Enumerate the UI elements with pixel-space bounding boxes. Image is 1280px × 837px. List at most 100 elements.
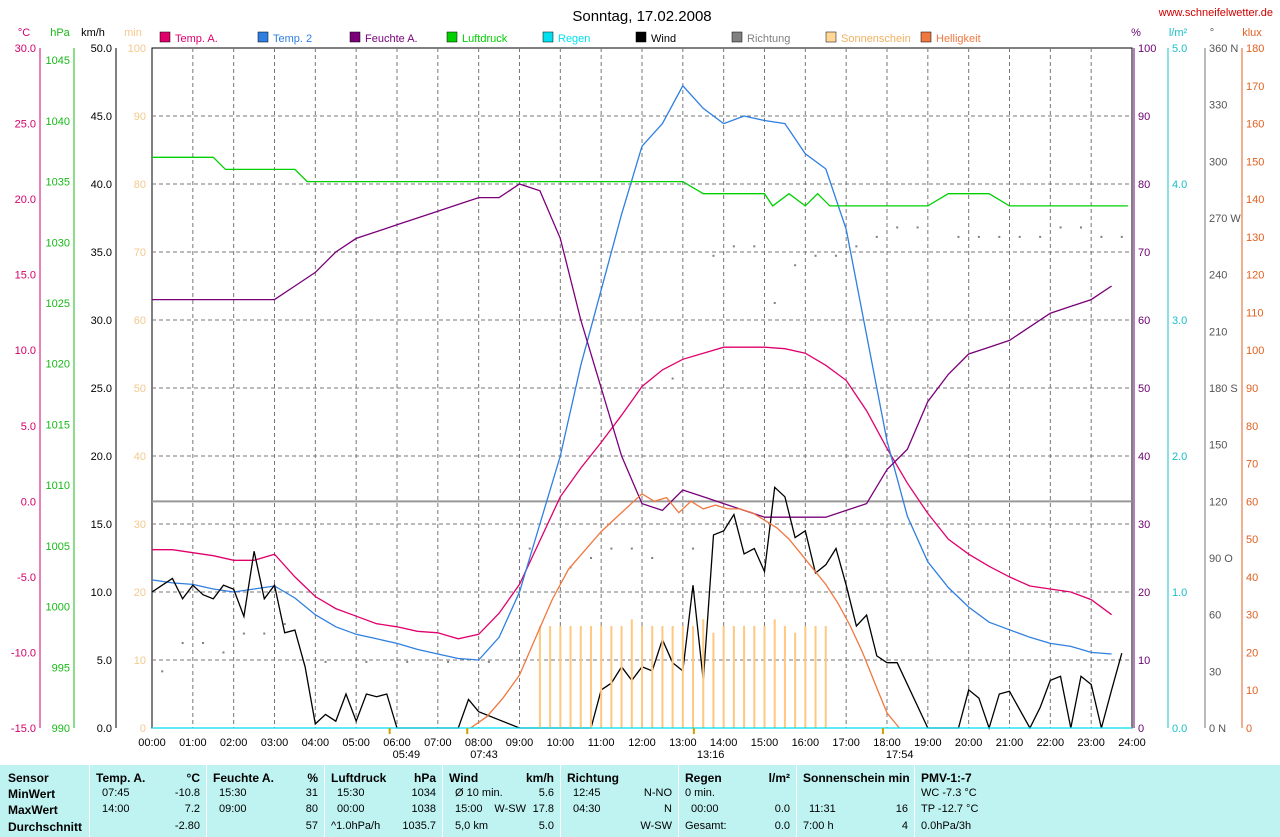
time-tick-label: 17:00 — [832, 737, 860, 749]
stats-humidity-unit: % — [307, 771, 318, 785]
brightness-axis-tick-label: 70 — [1246, 459, 1258, 471]
sun-marker-label: 13:16 — [697, 749, 725, 761]
humidity-min-time: 15:30 — [219, 787, 247, 799]
series-richtung-point — [589, 557, 592, 559]
series-richtung-point — [181, 642, 184, 644]
temp-min-time: 07:45 — [102, 787, 130, 799]
humidity-axis-tick-label: 60 — [1138, 315, 1150, 327]
pressure-axis-unit: hPa — [50, 27, 70, 39]
brightness-axis-tick-label: 170 — [1246, 81, 1264, 93]
pressure-axis-tick-label: 1000 — [46, 602, 70, 614]
stats-rain-title: Regen — [685, 771, 722, 785]
axis-layer: 30.0 25.0 20.0 15.0 10.0 5.0 0.0 -5.0 -10.0 -15.0… — [11, 27, 1264, 761]
series-richtung-point — [773, 302, 776, 304]
legend-swatch — [635, 31, 647, 43]
stats-humidity-title: Feuchte A. — [213, 771, 274, 785]
series-richtung-point — [630, 547, 633, 550]
series-richtung-point — [263, 632, 266, 635]
pmv-r1: WC -7.3 °C — [921, 787, 977, 799]
stats-wind: Wind km/h Ø 10 min. 5.6 15:00 W-SW 17.8 … — [442, 765, 560, 837]
direction-axis-tick-label: 150 — [1209, 440, 1227, 452]
direction-axis-tick-label: 30 — [1209, 666, 1221, 678]
time-tick-label: 20:00 — [955, 737, 983, 749]
time-tick-label: 24:00 — [1118, 737, 1146, 749]
wind-axis-tick-label: 35.0 — [91, 247, 112, 259]
weather-chart: 30.0 25.0 20.0 15.0 10.0 5.0 0.0 -5.0 -10.0 -15.0… — [11, 7, 1273, 761]
humidity-axis-tick-label: 90 — [1138, 111, 1150, 123]
direction-axis-tick-label: 330 — [1209, 100, 1227, 112]
pmv-r2: TP -12.7 °C — [921, 803, 979, 815]
time-tick-label: 01:00 — [179, 737, 207, 749]
legend-label: Sonnenschein — [841, 33, 911, 45]
statistics-panel: Sensor MinWert MaxWert Durchschnitt Temp… — [0, 765, 1280, 837]
sunshine-axis-tick-label: 20 — [134, 587, 146, 599]
legend-label: Richtung — [747, 33, 790, 45]
brightness-axis-tick-label: 130 — [1246, 232, 1264, 244]
time-tick-label: 07:00 — [424, 737, 452, 749]
time-tick-label: 23:00 — [1077, 737, 1105, 749]
time-tick-label: 08:00 — [465, 737, 493, 749]
wind-r1-label: Ø 10 min. — [455, 787, 503, 799]
time-tick-label: 13:00 — [669, 737, 697, 749]
wind-axis-tick-label: 40.0 — [91, 179, 112, 191]
pressure-min-value: 1034 — [411, 787, 436, 799]
series-richtung-point — [610, 547, 613, 550]
stats-pressure-title: Luftdruck — [331, 771, 387, 785]
brightness-axis-tick-label: 160 — [1246, 119, 1264, 131]
series-richtung-point — [855, 245, 858, 248]
wind-axis-tick-label: 25.0 — [91, 383, 112, 395]
direction-axis-tick-label: 210 — [1209, 326, 1227, 338]
direction-r1-time: 12:45 — [573, 787, 601, 799]
humidity-min-value: 31 — [305, 787, 318, 799]
rain-r2-time: 00:00 — [691, 803, 719, 815]
stats-wind-unit: km/h — [525, 771, 554, 785]
time-tick-label: 18:00 — [873, 737, 901, 749]
series-richtung-point — [1059, 226, 1062, 229]
pressure-axis-tick-label: 1040 — [46, 116, 70, 128]
stats-direction: Richtung 12:45 N-NO 04:30 N W-SW — [560, 765, 678, 837]
series-richtung-point — [977, 235, 980, 238]
sun-r3-label: 7:00 h — [803, 820, 834, 832]
temp-axis-tick-label: 20.0 — [15, 194, 36, 206]
temp-axis-tick-label: -15.0 — [11, 723, 36, 735]
series-temp-2-line — [151, 84, 1112, 661]
sun-marker-label: 17:54 — [886, 749, 914, 761]
series-richtung-point — [487, 660, 490, 663]
temp-axis-tick-label: 10.0 — [15, 345, 36, 357]
direction-axis-tick-label: 0 N — [1209, 723, 1226, 735]
sunshine-axis-tick-label: 10 — [134, 655, 146, 667]
time-tick-label: 00:00 — [138, 737, 166, 749]
legend-swatch — [542, 31, 554, 43]
time-tick-label: 12:00 — [628, 737, 656, 749]
series-feuchte-a--line — [152, 183, 1112, 518]
brightness-axis-tick-label: 60 — [1246, 496, 1258, 508]
legend-swatch — [159, 31, 171, 43]
temp-axis-tick-label: 25.0 — [15, 119, 36, 131]
wind-r3-label: 5,0 km — [455, 820, 489, 832]
legend-swatch — [731, 31, 743, 43]
direction-axis-tick-label: 270 W — [1209, 213, 1241, 225]
sunshine-axis-tick-label: 40 — [134, 451, 146, 463]
wind-r1-value: 5.6 — [538, 787, 554, 799]
series-richtung-point — [651, 557, 654, 559]
humidity-avg-value: 57 — [305, 820, 318, 832]
direction-axis-unit: ° — [1210, 27, 1214, 39]
website-link[interactable]: www.schneifelwetter.de — [1158, 7, 1273, 19]
sunshine-axis-tick-label: 70 — [134, 247, 146, 259]
series-richtung-point — [814, 254, 817, 257]
series-richtung-point — [161, 670, 164, 673]
brightness-axis-tick-label: 20 — [1246, 647, 1258, 659]
rain-axis-unit: l/m² — [1169, 27, 1188, 39]
brightness-axis-tick-label: 120 — [1246, 270, 1264, 282]
rain-r2-value: 0.0 — [774, 803, 790, 815]
time-tick-label: 09:00 — [506, 737, 534, 749]
sun-r2-time: 11:31 — [809, 803, 836, 815]
row-labels: Sensor MinWert MaxWert Durchschnitt — [0, 765, 88, 837]
series-richtung-point — [1120, 235, 1123, 238]
series-richtung-point — [753, 245, 756, 248]
series-wind-line — [151, 485, 1123, 731]
series-richtung-point — [406, 660, 409, 663]
series-helligkeit-line — [470, 492, 900, 729]
pressure-axis-tick-label: 1025 — [46, 298, 70, 310]
wind-axis-tick-label: 50.0 — [91, 43, 112, 55]
